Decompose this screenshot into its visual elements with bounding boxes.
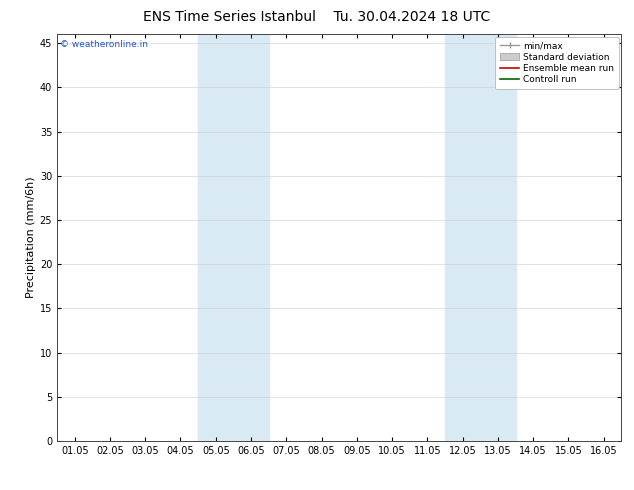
Text: © weatheronline.in: © weatheronline.in xyxy=(60,40,148,49)
Text: ENS Time Series Istanbul    Tu. 30.04.2024 18 UTC: ENS Time Series Istanbul Tu. 30.04.2024 … xyxy=(143,10,491,24)
Bar xyxy=(198,34,269,441)
Bar xyxy=(445,34,515,441)
Legend: min/max, Standard deviation, Ensemble mean run, Controll run: min/max, Standard deviation, Ensemble me… xyxy=(495,37,619,89)
Y-axis label: Precipitation (mm/6h): Precipitation (mm/6h) xyxy=(25,177,36,298)
